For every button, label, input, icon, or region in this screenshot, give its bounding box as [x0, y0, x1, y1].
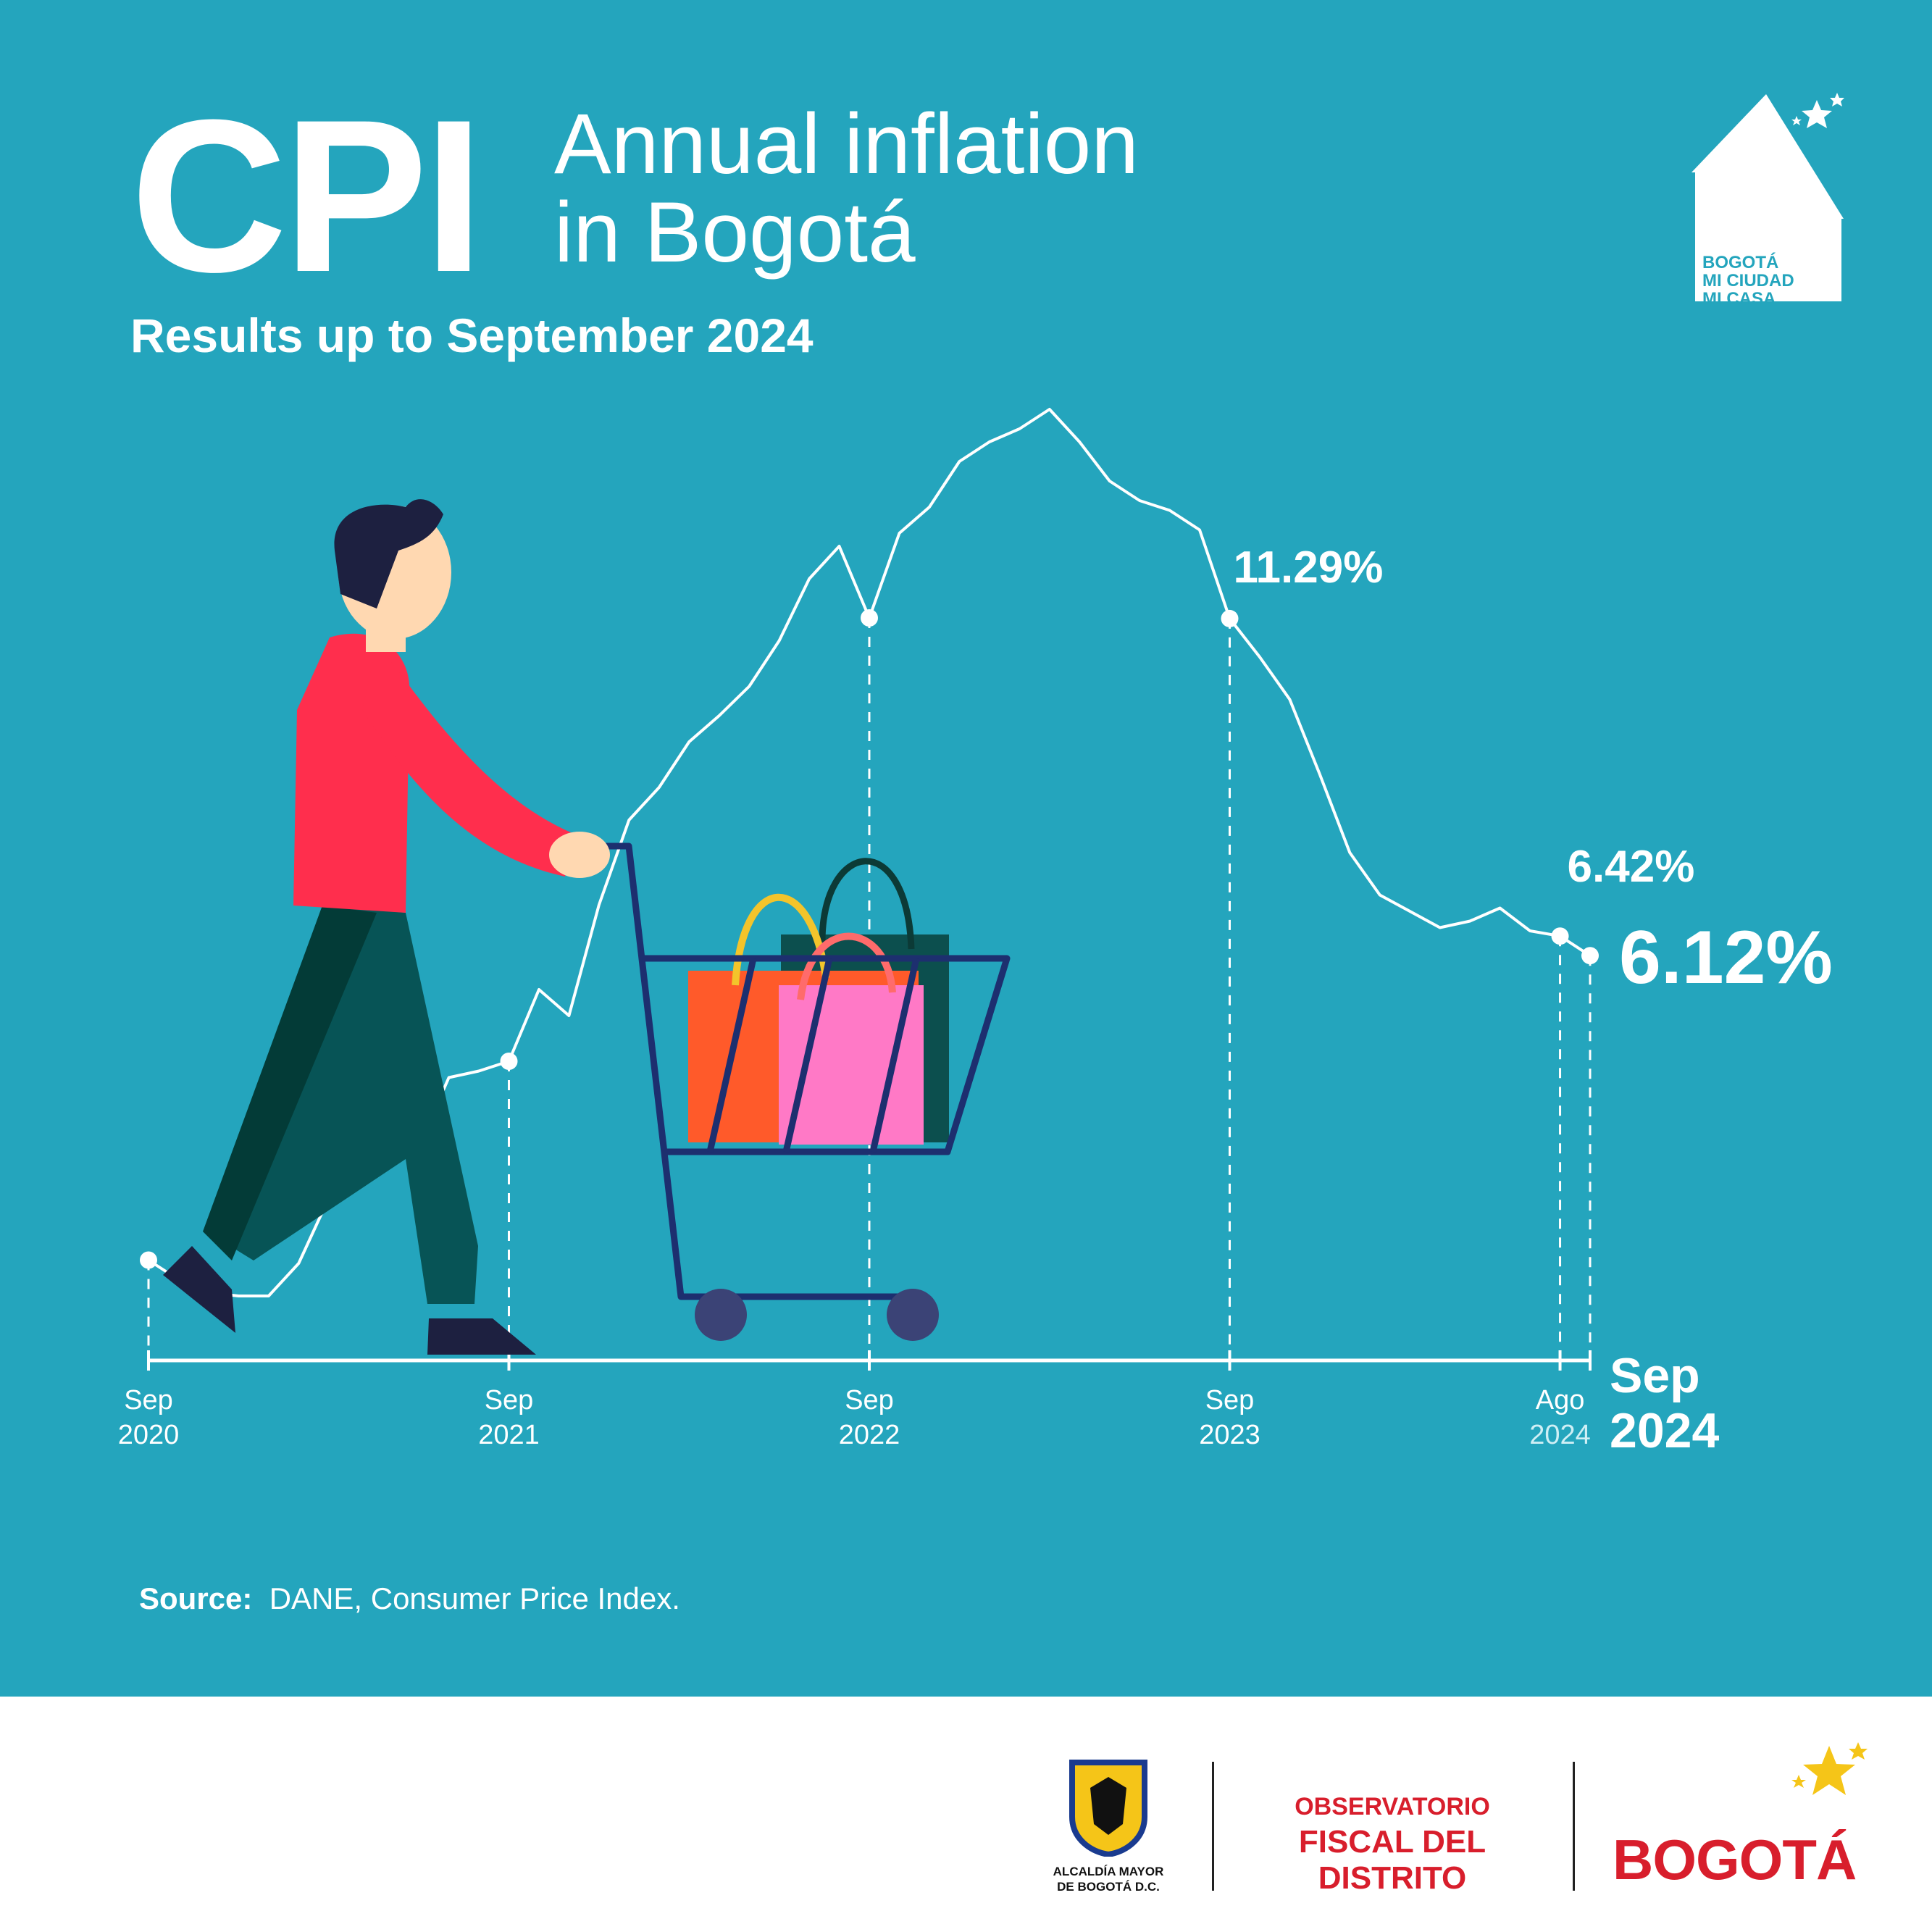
footer-divider	[1573, 1762, 1575, 1891]
house-logo-line3: MI CASA	[1702, 289, 1776, 309]
x-tick-label: Sep	[1610, 1348, 1700, 1403]
value-annotation: 11.29%	[1234, 543, 1384, 593]
bogota-stars-icon	[1791, 1742, 1868, 1795]
house-logo-text: BOGOTÁ MI CIUDAD MI CASA	[1702, 254, 1794, 309]
data-points	[140, 609, 1599, 1269]
alcaldia-text: ALCALDÍA MAYOR DE BOGOTÁ D.C.	[1029, 1864, 1188, 1895]
alcaldia-line2: DE BOGOTÁ D.C.	[1057, 1880, 1160, 1894]
inflation-line-chart: Sep2020Sep2021Sep2022Sep2023Ago2024Sep20…	[118, 408, 1833, 1458]
bogota-house-logo	[1691, 93, 1844, 301]
data-point	[1551, 927, 1569, 945]
data-point	[1581, 947, 1599, 965]
source-note: Source: DANE, Consumer Price Index.	[139, 1584, 680, 1614]
x-tick-label: Sep	[1205, 1385, 1255, 1415]
data-point	[140, 1251, 157, 1269]
value-annotation: 6.42%	[1568, 842, 1695, 892]
footer	[0, 1697, 1932, 1932]
observatorio-line1: OBSERVATORIO	[1295, 1793, 1490, 1820]
data-point	[1221, 609, 1239, 627]
footer-divider	[1212, 1762, 1214, 1891]
x-tick-label: Sep	[485, 1385, 534, 1415]
title-line-1: Annual inflation	[554, 96, 1139, 192]
bogota-logo: BOGOTÁ	[1613, 1828, 1857, 1891]
x-tick-label: 2021	[478, 1420, 540, 1450]
value-annotation: 6.12%	[1619, 916, 1833, 1000]
x-tick-label: 2023	[1199, 1420, 1260, 1450]
hand	[549, 832, 610, 878]
shopper-illustration	[163, 499, 1011, 1355]
x-tick-label: 2022	[839, 1420, 900, 1450]
x-tick-label: Sep	[124, 1385, 173, 1415]
house-logo-line1: BOGOTÁ	[1702, 253, 1779, 272]
shopper	[163, 499, 610, 1355]
x-tick-label: 2024	[1610, 1403, 1719, 1458]
house-logo-line2: MI CIUDAD	[1702, 271, 1794, 291]
observatorio-line2: FISCAL DEL DISTRITO	[1298, 1824, 1486, 1896]
value-annotations: 11.29% 6.42% 6.12%	[1234, 543, 1833, 1000]
x-tick-label: 2024	[1529, 1420, 1591, 1450]
x-tick-label: Ago	[1536, 1385, 1585, 1415]
alcaldia-shield-icon	[1069, 1760, 1147, 1857]
source-text: DANE, Consumer Price Index.	[269, 1581, 680, 1615]
x-tick-labels: Sep2020Sep2021Sep2022Sep2023Ago2024Sep20…	[118, 1348, 1720, 1458]
alcaldia-line1: ALCALDÍA MAYOR	[1053, 1865, 1164, 1878]
cpi-heading: CPI	[130, 74, 484, 317]
title-line-2: in Bogotá	[554, 185, 916, 280]
data-point	[500, 1053, 518, 1070]
axis-tick-marks	[147, 1350, 1592, 1371]
x-tick-label: Sep	[845, 1385, 894, 1415]
shopping-cart-icon	[594, 842, 1011, 1300]
dashed-guides	[147, 618, 1592, 1360]
source-label: Source:	[139, 1581, 253, 1615]
cart-wheel	[887, 1289, 939, 1341]
x-tick-label: 2020	[118, 1420, 180, 1450]
star-icon	[1791, 93, 1844, 128]
subtitle: Results up to September 2024	[130, 309, 814, 362]
data-point	[861, 609, 878, 627]
cart-wheel	[695, 1289, 747, 1341]
